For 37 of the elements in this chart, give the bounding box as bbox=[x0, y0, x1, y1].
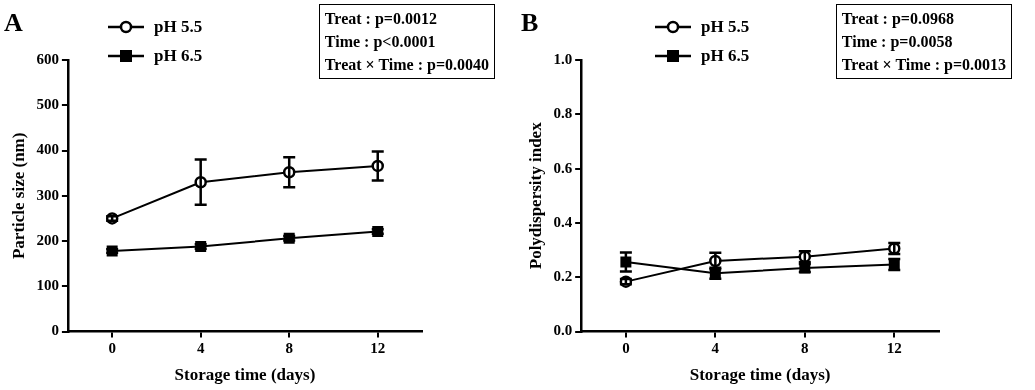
annotation: Treat × Time : p=0.0040 bbox=[324, 55, 489, 76]
x-tick-label: 0 bbox=[622, 340, 630, 357]
x-tick-label: 8 bbox=[801, 340, 809, 357]
x-tick-label: 4 bbox=[196, 340, 205, 357]
y-tick-label: 500 bbox=[36, 96, 59, 113]
legend-label: pH 5.5 bbox=[154, 16, 203, 38]
chart-title: A bbox=[4, 8, 23, 38]
chart-title: B bbox=[521, 8, 539, 38]
x-tick-label: 12 bbox=[886, 340, 902, 357]
x-axis-title: Storage time (days) bbox=[174, 365, 316, 385]
y-tick-label: 600 bbox=[36, 50, 59, 67]
legend-label: pH 6.5 bbox=[701, 45, 750, 67]
y-tick-label: 0.4 bbox=[553, 213, 573, 230]
x-tick-label: 4 bbox=[711, 340, 720, 357]
y-tick-label: 0.8 bbox=[553, 105, 573, 122]
y-tick-label: 0 bbox=[51, 322, 59, 339]
y-tick-label: 0.0 bbox=[553, 322, 573, 339]
x-tick-label: 0 bbox=[108, 340, 116, 357]
text: Treat : p=0.0012 bbox=[324, 9, 438, 30]
x-axis-title: Storage time (days) bbox=[689, 365, 831, 385]
text: Treat : p=0.0968 bbox=[841, 9, 955, 30]
y-axis-title: Polydispersity index bbox=[525, 121, 545, 270]
y-tick-label: 300 bbox=[36, 186, 59, 203]
y-tick-label: 400 bbox=[36, 141, 59, 158]
y-axis-title: Particle size (nm) bbox=[8, 132, 28, 260]
x-tick-label: 8 bbox=[285, 340, 293, 357]
text: Time : p=0.0058 bbox=[841, 32, 954, 53]
y-tick-label: 1.0 bbox=[553, 50, 573, 67]
y-tick-label: 100 bbox=[36, 277, 59, 294]
y-tick-label: 0.2 bbox=[553, 268, 573, 285]
x-tick-label: 12 bbox=[370, 340, 386, 357]
y-tick-label: 200 bbox=[36, 231, 59, 248]
legend-label: pH 6.5 bbox=[154, 45, 203, 67]
legend-label: pH 5.5 bbox=[701, 16, 750, 38]
annotation: Treat × Time : p=0.0013 bbox=[841, 55, 1006, 76]
y-tick-label: 0.6 bbox=[553, 159, 573, 176]
text: Time : p<0.0001 bbox=[324, 32, 437, 53]
